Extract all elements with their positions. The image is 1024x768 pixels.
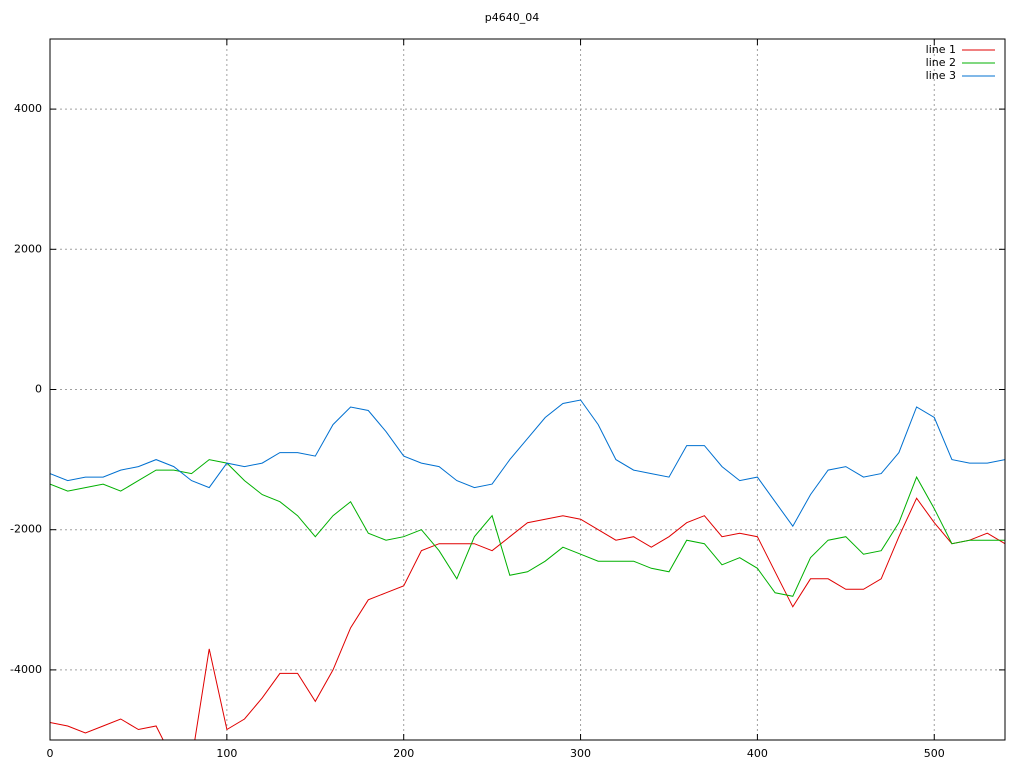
y-tick-label: -4000 (10, 663, 42, 676)
plot-area (50, 399, 1005, 740)
x-tick-label: 100 (216, 747, 237, 760)
series-line (50, 399, 1005, 528)
x-tick-label: 200 (393, 747, 414, 760)
y-tick-label: 4000 (14, 102, 42, 115)
y-tick-label: -2000 (10, 523, 42, 536)
ticks: -4000 -2000 0 2000 4000 0 100 200 300 400 500 (10, 39, 1005, 760)
legend-label: line 3 (926, 69, 956, 82)
chart-title: p4640_04 (485, 11, 539, 24)
series-line (50, 459, 1005, 597)
legend-label: line 2 (926, 56, 956, 69)
x-tick-label: 400 (747, 747, 768, 760)
y-tick-label: 0 (35, 383, 42, 396)
y-tick-label: 2000 (14, 242, 42, 255)
legend-label: line 1 (926, 43, 956, 56)
x-tick-label: 300 (570, 747, 591, 760)
x-tick-label: 0 (47, 747, 54, 760)
x-tick-label: 500 (924, 747, 945, 760)
series-line (50, 497, 1005, 740)
grid (49, 39, 1005, 740)
